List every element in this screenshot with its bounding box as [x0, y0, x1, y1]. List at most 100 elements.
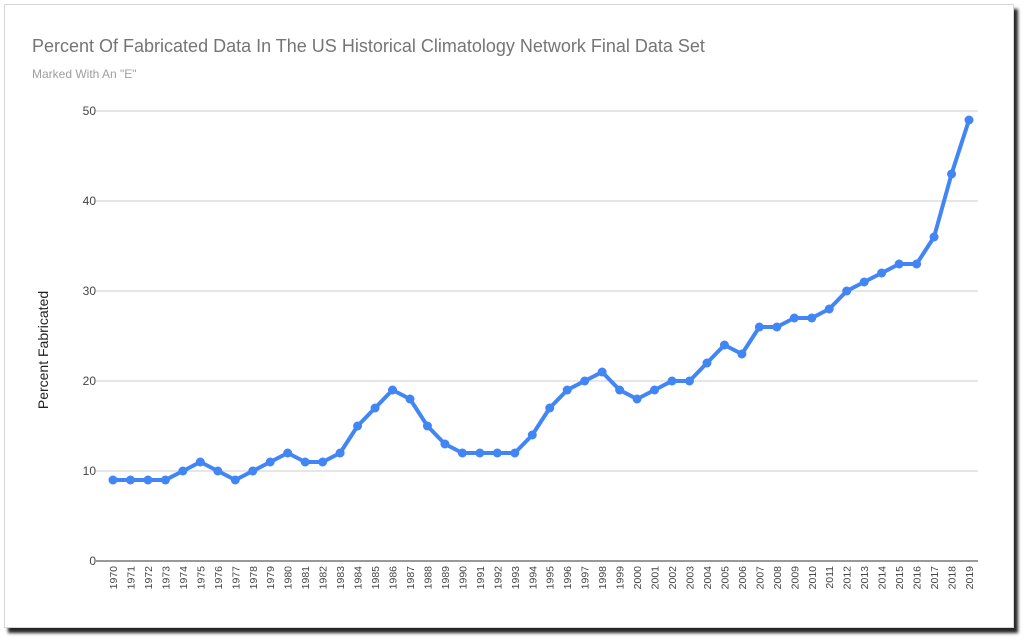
data-point — [597, 367, 607, 377]
x-tick-label: 1991 — [475, 566, 487, 590]
x-tick-label: 2004 — [702, 566, 714, 590]
x-tick-label: 2000 — [632, 566, 644, 590]
x-tick-label: 2006 — [737, 566, 749, 590]
series-group — [108, 115, 974, 485]
chart-title: Percent Of Fabricated Data In The US His… — [32, 36, 705, 56]
x-tick-label: 1986 — [388, 566, 400, 590]
data-point — [632, 394, 642, 404]
x-tick-label: 2001 — [650, 566, 662, 590]
x-tick-label: 2019 — [964, 566, 976, 590]
data-point — [492, 448, 502, 458]
x-tick-label: 1981 — [300, 566, 312, 590]
x-tick-label: 1972 — [143, 566, 155, 590]
data-point — [650, 385, 660, 395]
x-tick-label: 1971 — [125, 566, 137, 590]
x-tick-label: 2007 — [754, 566, 766, 590]
x-tick-label: 1980 — [283, 566, 295, 590]
x-tick-label: 1987 — [405, 566, 417, 590]
data-point — [300, 457, 310, 467]
y-tick-label: 0 — [89, 554, 96, 568]
data-point — [318, 457, 328, 467]
x-tick-label: 1993 — [510, 566, 522, 590]
data-point — [475, 448, 485, 458]
x-tick-label: 1996 — [562, 566, 574, 590]
gridlines — [96, 110, 978, 562]
data-point — [772, 322, 782, 332]
data-point — [859, 277, 869, 287]
y-tick-label: 10 — [83, 464, 97, 478]
y-tick-label: 50 — [83, 104, 97, 118]
x-tick-label: 1974 — [178, 566, 190, 590]
data-point — [667, 376, 677, 386]
y-axis-ticks: 0 10 20 30 40 50 — [83, 104, 97, 568]
data-point — [457, 448, 467, 458]
x-tick-label: 1979 — [265, 566, 277, 590]
x-tick-label: 1973 — [160, 566, 172, 590]
data-point — [510, 448, 520, 458]
data-point — [178, 466, 188, 476]
x-tick-label: 2013 — [859, 566, 871, 590]
x-tick-label: 1989 — [440, 566, 452, 590]
series-line — [111, 118, 971, 482]
x-tick-label: 1976 — [213, 566, 225, 590]
x-tick-label: 2014 — [877, 566, 889, 590]
data-point — [143, 475, 153, 485]
data-point — [353, 421, 363, 431]
x-tick-label: 1985 — [370, 566, 382, 590]
data-point — [562, 385, 572, 395]
data-point — [125, 475, 135, 485]
x-tick-label: 2011 — [824, 566, 836, 589]
data-point — [842, 286, 852, 296]
data-point — [877, 268, 887, 278]
x-tick-label: 2002 — [667, 566, 679, 590]
data-point — [422, 421, 432, 431]
data-point — [108, 475, 118, 485]
x-tick-label: 1984 — [353, 566, 365, 590]
data-point — [160, 475, 170, 485]
x-tick-label: 2017 — [929, 566, 941, 590]
y-tick-label: 40 — [83, 194, 97, 208]
x-axis-ticks: 1970 1971 1972 1973 1974 1975 1976 1977 1978 1979… — [108, 566, 976, 590]
data-point — [405, 394, 415, 404]
data-point — [195, 457, 205, 467]
x-tick-label: 1978 — [248, 566, 260, 590]
data-point — [335, 448, 345, 458]
x-tick-label: 2010 — [807, 566, 819, 590]
x-tick-label: 1992 — [492, 566, 504, 590]
x-tick-label: 1998 — [597, 566, 609, 590]
data-point — [702, 358, 712, 368]
chart-subtitle: Marked With An "E" — [32, 67, 137, 81]
data-point — [737, 349, 747, 359]
x-tick-label: 1990 — [457, 566, 469, 590]
x-tick-label: 2005 — [719, 566, 731, 590]
x-tick-label: 2012 — [842, 566, 854, 590]
data-point — [388, 385, 398, 395]
chart-frame — [4, 4, 1014, 628]
data-point — [754, 322, 764, 332]
y-tick-label: 30 — [83, 284, 97, 298]
data-point — [615, 385, 625, 395]
x-tick-label: 1977 — [230, 566, 242, 590]
data-point — [684, 376, 694, 386]
x-tick-label: 2003 — [684, 566, 696, 590]
data-point — [527, 430, 537, 440]
data-point — [545, 403, 555, 413]
x-tick-label: 1988 — [422, 566, 434, 590]
x-tick-label: 1970 — [108, 566, 120, 590]
x-tick-label: 2008 — [772, 566, 784, 590]
data-point — [580, 376, 590, 386]
data-point — [824, 304, 834, 314]
x-tick-label: 2018 — [947, 566, 959, 590]
data-point — [894, 259, 904, 269]
data-point — [213, 466, 223, 476]
x-tick-label: 1982 — [318, 566, 330, 590]
data-point — [912, 259, 922, 269]
data-point — [947, 169, 957, 179]
data-point — [789, 313, 799, 323]
y-axis-label: Percent Fabricated — [35, 291, 51, 409]
data-point — [265, 457, 275, 467]
x-tick-label: 2016 — [912, 566, 924, 590]
x-tick-label: 1975 — [195, 566, 207, 590]
x-tick-label: 1995 — [545, 566, 557, 590]
